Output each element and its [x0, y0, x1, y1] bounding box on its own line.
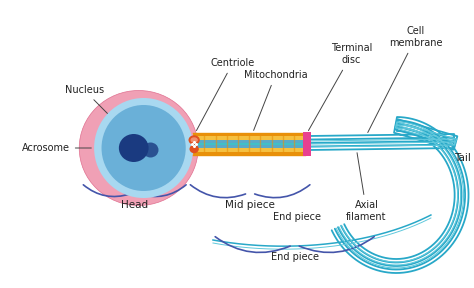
- Ellipse shape: [94, 98, 193, 198]
- Ellipse shape: [190, 145, 198, 153]
- Ellipse shape: [79, 90, 198, 206]
- Ellipse shape: [191, 138, 197, 142]
- Ellipse shape: [119, 134, 148, 162]
- Ellipse shape: [143, 143, 158, 158]
- Text: End piece: End piece: [271, 252, 319, 262]
- Text: Tail: Tail: [454, 153, 471, 163]
- Text: Centriole: Centriole: [196, 58, 255, 130]
- Bar: [195, 136, 303, 152]
- Bar: [303, 132, 311, 156]
- Text: Terminal
disc: Terminal disc: [309, 43, 373, 130]
- Text: Mitochondria: Mitochondria: [244, 70, 307, 130]
- Ellipse shape: [101, 105, 186, 191]
- Text: Cell
membrane: Cell membrane: [368, 26, 443, 132]
- Bar: [193, 140, 305, 148]
- Text: Mid piece: Mid piece: [225, 200, 274, 210]
- Text: End piece: End piece: [273, 212, 321, 222]
- Text: Axial
filament: Axial filament: [346, 153, 387, 221]
- Text: Acrosome: Acrosome: [22, 143, 91, 153]
- Bar: [193, 133, 305, 155]
- Text: Head: Head: [121, 200, 148, 210]
- Text: Nucleus: Nucleus: [64, 85, 122, 128]
- Ellipse shape: [189, 136, 199, 144]
